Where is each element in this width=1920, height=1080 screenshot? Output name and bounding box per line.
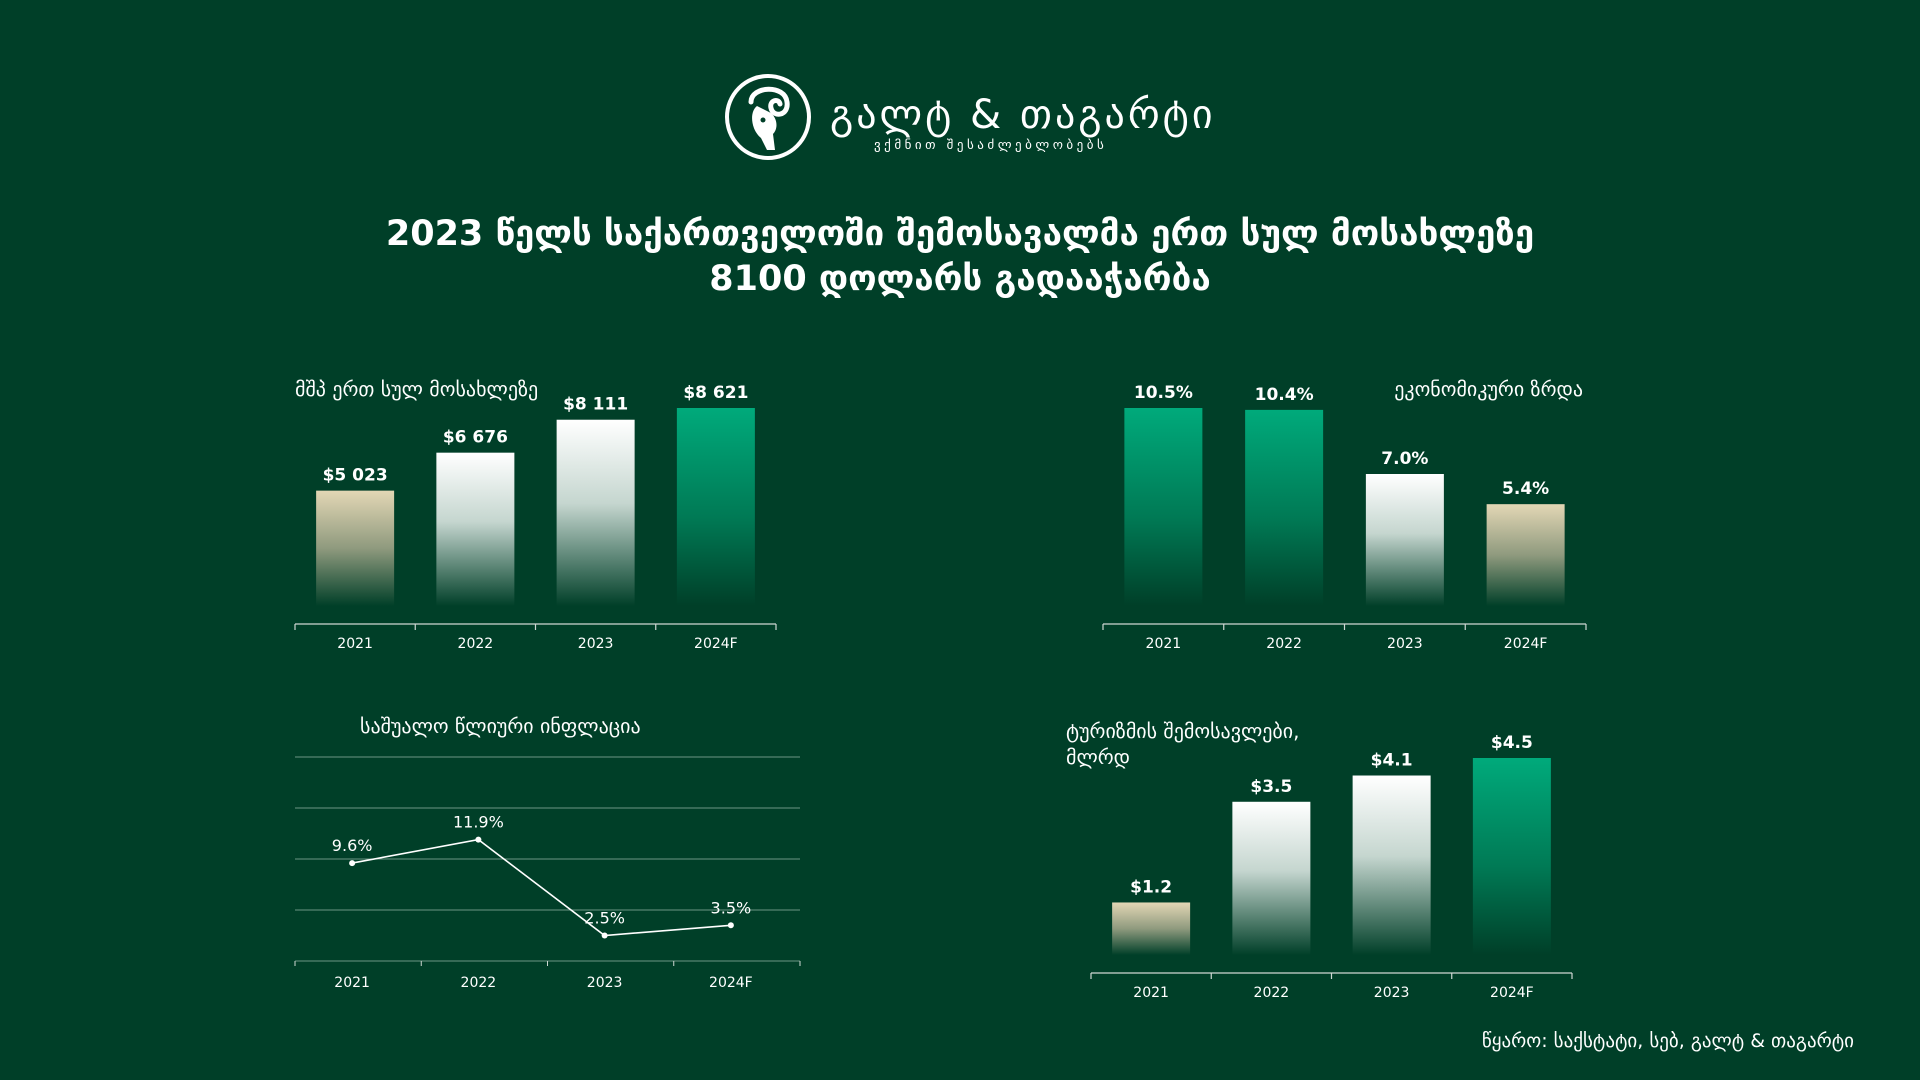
x-tick-label: 2021: [334, 975, 370, 991]
x-tick-label: 2024F: [1504, 636, 1548, 652]
source-note: წყარო: საქსტატი, სებ, გალტ & თაგარტი: [1481, 1030, 1854, 1052]
bar: [1472, 758, 1551, 955]
data-point: [475, 836, 482, 843]
chart-inflation: საშუალო წლიური ინფლაცია 9.6% 11.9% 2.5% 3.5%…: [294, 714, 801, 991]
x-tick-label: 2024F: [1490, 985, 1534, 1001]
data-label: 5.4%: [1502, 479, 1549, 499]
data-point: [349, 860, 356, 867]
x-tick-label: 2024F: [709, 975, 753, 991]
x-tick-label: 2022: [458, 636, 494, 652]
logo-name: გალტ & თაგარტი: [830, 92, 1216, 138]
x-tick-label: 2022: [461, 975, 497, 991]
data-label: 2.5%: [584, 909, 625, 928]
data-label: 9.6%: [332, 836, 373, 855]
bar: [1232, 801, 1311, 955]
bar: [1365, 474, 1444, 606]
chart-economic-growth: ეკონომიკური ზრდა 2021 2022 2023 2024F 10.5% 10…: [1102, 377, 1587, 652]
data-label: $8 111: [563, 395, 628, 415]
bar: [1124, 408, 1203, 606]
bar: [556, 419, 635, 606]
x-tick-label: 2023: [587, 975, 623, 991]
data-label: 7.0%: [1381, 449, 1428, 469]
data-point: [727, 922, 734, 929]
data-label: 10.5%: [1134, 383, 1193, 403]
page-title-line-2: 8100 დოლარს გადააჭარბა: [709, 259, 1211, 299]
data-label: 11.9%: [453, 813, 504, 832]
chart-title: ეკონომიკური ზრდა: [1394, 377, 1583, 401]
chart-tourism-revenue: ტურიზმის შემოსავლები,მლრდ 2021 2022 2023 202…: [1066, 719, 1573, 1001]
series-line: [351, 838, 731, 937]
x-tick-label: 2021: [337, 636, 373, 652]
bar: [1112, 902, 1191, 955]
data-label: $4.5: [1491, 733, 1533, 753]
data-label: $3.5: [1250, 777, 1292, 797]
x-tick-label: 2024F: [694, 636, 738, 652]
bar: [1486, 504, 1565, 606]
page-title-line-1: 2023 წელს საქართველოში შემოსავალმა ერთ ს…: [385, 214, 1535, 254]
data-label: $6 676: [443, 428, 508, 448]
bar: [316, 490, 395, 606]
x-tick-label: 2023: [1374, 985, 1410, 1001]
bar: [676, 408, 755, 606]
chart-title: ტურიზმის შემოსავლები,: [1066, 719, 1299, 743]
logo: გალტ & თაგარტი ვქმნით შესაძლებლობებს: [723, 72, 1213, 164]
data-label: $4.1: [1371, 751, 1413, 771]
chart-gdp-per-capita: მშპ ერთ სულ მოსახლეზე 2021 2022 2023 2024F $5…: [294, 377, 777, 652]
data-point: [601, 932, 608, 939]
x-tick-label: 2023: [1387, 636, 1423, 652]
x-tick-label: 2021: [1146, 636, 1182, 652]
chart-title: მლრდ: [1066, 745, 1130, 769]
bar: [436, 452, 515, 606]
chart-title: მშპ ერთ სულ მოსახლეზე: [295, 377, 538, 401]
data-label: $1.2: [1130, 877, 1172, 897]
x-tick-label: 2022: [1254, 985, 1290, 1001]
x-tick-label: 2023: [578, 636, 614, 652]
data-label: $5 023: [323, 466, 388, 486]
x-tick-label: 2021: [1133, 985, 1169, 1001]
page-title: 2023 წელს საქართველოში შემოსავალმა ერთ ს…: [180, 212, 1740, 302]
chart-title: საშუალო წლიური ინფლაცია: [360, 714, 641, 738]
x-tick-label: 2022: [1266, 636, 1302, 652]
data-label: 10.4%: [1255, 385, 1314, 405]
bar: [1245, 409, 1324, 606]
data-label: $8 621: [683, 383, 748, 403]
bar: [1352, 775, 1431, 955]
logo-tagline: ვქმნით შესაძლებლობებს: [874, 138, 1108, 153]
data-label: 3.5%: [711, 898, 752, 917]
ram-head-icon: [725, 74, 811, 160]
